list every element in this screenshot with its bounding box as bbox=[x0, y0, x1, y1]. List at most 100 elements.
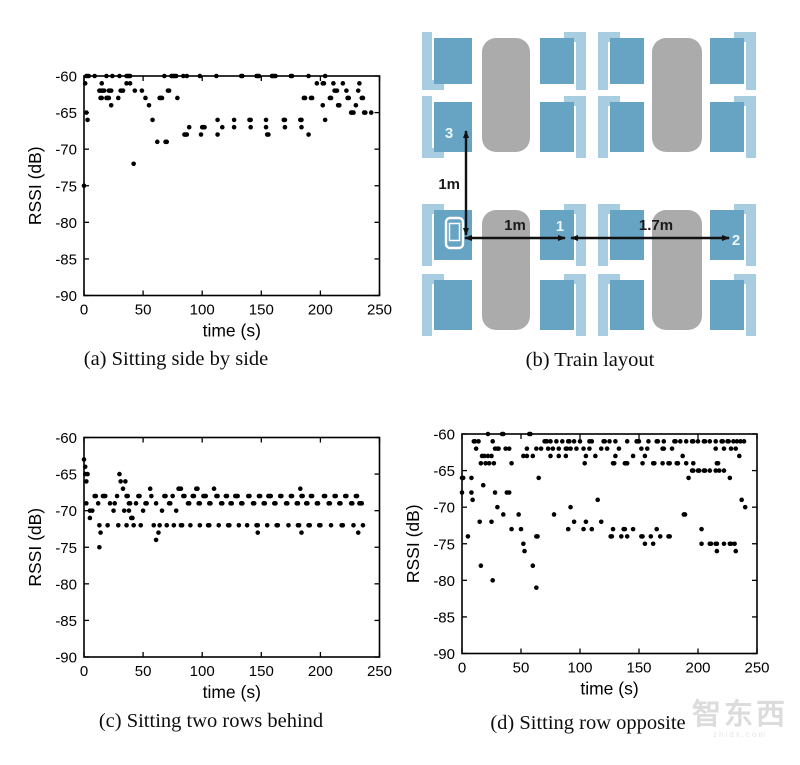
x-tick-labels: 0 50 100 150 200 250 bbox=[80, 302, 392, 319]
x-tick-label: 50 bbox=[135, 663, 152, 680]
seat-backrest bbox=[598, 32, 608, 90]
x-tick-label: 100 bbox=[190, 302, 215, 319]
seat-backrest bbox=[422, 204, 432, 266]
plot-box bbox=[83, 75, 381, 297]
seat-D-R bbox=[710, 274, 756, 336]
seat-cushion bbox=[540, 102, 574, 152]
x-tick-label: 250 bbox=[744, 660, 769, 677]
x-tick-label: 0 bbox=[80, 663, 88, 680]
data-points bbox=[81, 457, 366, 550]
seat-armrest-tab bbox=[734, 274, 756, 284]
y-tick-label: -60 bbox=[55, 430, 77, 447]
y-tick-label: -85 bbox=[55, 251, 77, 268]
y-tick-label: -75 bbox=[433, 536, 455, 553]
seat-3-label: 3 bbox=[445, 125, 453, 142]
seat-armrest-tab bbox=[422, 148, 444, 158]
x-tick-label: 100 bbox=[190, 663, 215, 680]
seat-armrest-tab bbox=[598, 204, 620, 214]
y-tick-label: -80 bbox=[55, 576, 77, 593]
chart-c: 0 50 100 150 200 250 -60 -65 -70 -75 -80 -85 -90 time… bbox=[25, 430, 392, 702]
train-seats-and-tables bbox=[422, 32, 756, 336]
y-tick-label: -85 bbox=[55, 613, 77, 630]
caption-a: (a) Sitting side by side bbox=[83, 348, 269, 370]
seat-D-L bbox=[422, 274, 472, 336]
caption-c: (c) Sitting two rows behind bbox=[98, 710, 324, 732]
seat-armrest-tab bbox=[564, 32, 586, 42]
x-tick-label: 100 bbox=[567, 660, 592, 677]
axis-ticks bbox=[461, 433, 758, 655]
seat-cushion bbox=[434, 38, 472, 84]
table bbox=[652, 38, 702, 152]
y-tick-labels: -60 -65 -70 -75 -80 -85 -90 bbox=[55, 430, 77, 667]
x-tick-label: 0 bbox=[80, 302, 88, 319]
y-axis-label: RSSI (dB) bbox=[25, 508, 45, 587]
seat-backrest bbox=[598, 274, 608, 336]
dimension-labels: 1m 1m 1.7m bbox=[438, 176, 673, 234]
x-tick-label: 150 bbox=[249, 302, 274, 319]
caption-d: (d) Sitting row opposite bbox=[490, 712, 686, 734]
y-axis-label: RSSI (dB) bbox=[25, 146, 45, 225]
x-tick-label: 200 bbox=[685, 660, 710, 677]
y-tick-labels: -60 -65 -70 -75 -80 -85 -90 bbox=[433, 427, 455, 664]
y-tick-label: -65 bbox=[55, 105, 77, 122]
seat-labels: 3 1 2 bbox=[445, 125, 740, 249]
seat-armrest-tab bbox=[598, 96, 620, 106]
seat-1-label: 1 bbox=[556, 218, 564, 235]
y-tick-label: -60 bbox=[433, 427, 455, 444]
y-tick-labels: -60 -65 -70 -75 -80 -85 -90 bbox=[55, 69, 77, 306]
seat-armrest-tab bbox=[422, 204, 444, 214]
y-tick-label: -80 bbox=[433, 573, 455, 590]
x-tick-label: 0 bbox=[458, 660, 466, 677]
seat-cushion bbox=[610, 102, 644, 152]
x-tick-label: 250 bbox=[367, 302, 392, 319]
across-distance-label: 1.7m bbox=[639, 217, 673, 234]
seat-A-M1 bbox=[540, 32, 586, 90]
seat-backrest bbox=[746, 32, 756, 90]
seat-A-M2 bbox=[598, 32, 644, 90]
seat-C-M1 bbox=[540, 204, 586, 266]
x-tick-labels: 0 50 100 150 200 250 bbox=[458, 660, 770, 677]
x-tick-label: 150 bbox=[249, 663, 274, 680]
data-points bbox=[459, 431, 748, 590]
seat-backrest bbox=[422, 32, 432, 90]
chart-d: 0 50 100 150 200 250 -60 -65 -70 -75 -80 -85 -90 time… bbox=[403, 427, 770, 699]
y-tick-label: -70 bbox=[55, 142, 77, 159]
axis-ticks bbox=[83, 75, 381, 297]
vertical-distance-label: 1m bbox=[438, 176, 460, 193]
seat-cushion bbox=[610, 280, 644, 330]
seat-cushion bbox=[434, 280, 472, 330]
seat-cushion bbox=[710, 38, 744, 84]
data-points bbox=[81, 73, 374, 189]
y-tick-label: -90 bbox=[433, 646, 455, 663]
seat-A-L bbox=[422, 32, 472, 90]
y-tick-label: -75 bbox=[55, 540, 77, 557]
seat-cushion bbox=[610, 38, 644, 84]
seat-backrest bbox=[746, 204, 756, 266]
x-tick-label: 200 bbox=[308, 663, 333, 680]
y-tick-label: -90 bbox=[55, 288, 77, 305]
x-tick-label: 50 bbox=[135, 302, 152, 319]
seat-armrest-tab bbox=[598, 32, 620, 42]
seat-backrest bbox=[422, 274, 432, 336]
seat-D-M1 bbox=[540, 274, 586, 336]
seat-cushion bbox=[540, 280, 574, 330]
x-tick-label: 250 bbox=[367, 663, 392, 680]
seat-armrest-tab bbox=[422, 80, 444, 90]
seat-D-M2 bbox=[598, 274, 644, 336]
x-axis-label: time (s) bbox=[203, 682, 261, 702]
train-layout-svg: 3 1 2 1m 1m 1.7m bbox=[422, 32, 756, 336]
seat-C-M2 bbox=[598, 204, 644, 266]
table bbox=[482, 38, 530, 152]
seat-armrest-tab bbox=[564, 204, 586, 214]
y-axis-label: RSSI (dB) bbox=[403, 504, 423, 583]
y-tick-label: -85 bbox=[433, 609, 455, 626]
y-tick-label: -90 bbox=[55, 650, 77, 667]
seat-backrest bbox=[746, 274, 756, 336]
seat-B-M1 bbox=[540, 96, 586, 158]
seat-B-R bbox=[710, 96, 756, 158]
seat-armrest-tab bbox=[564, 96, 586, 106]
x-axis-label: time (s) bbox=[580, 679, 638, 699]
axis-ticks bbox=[83, 436, 381, 658]
